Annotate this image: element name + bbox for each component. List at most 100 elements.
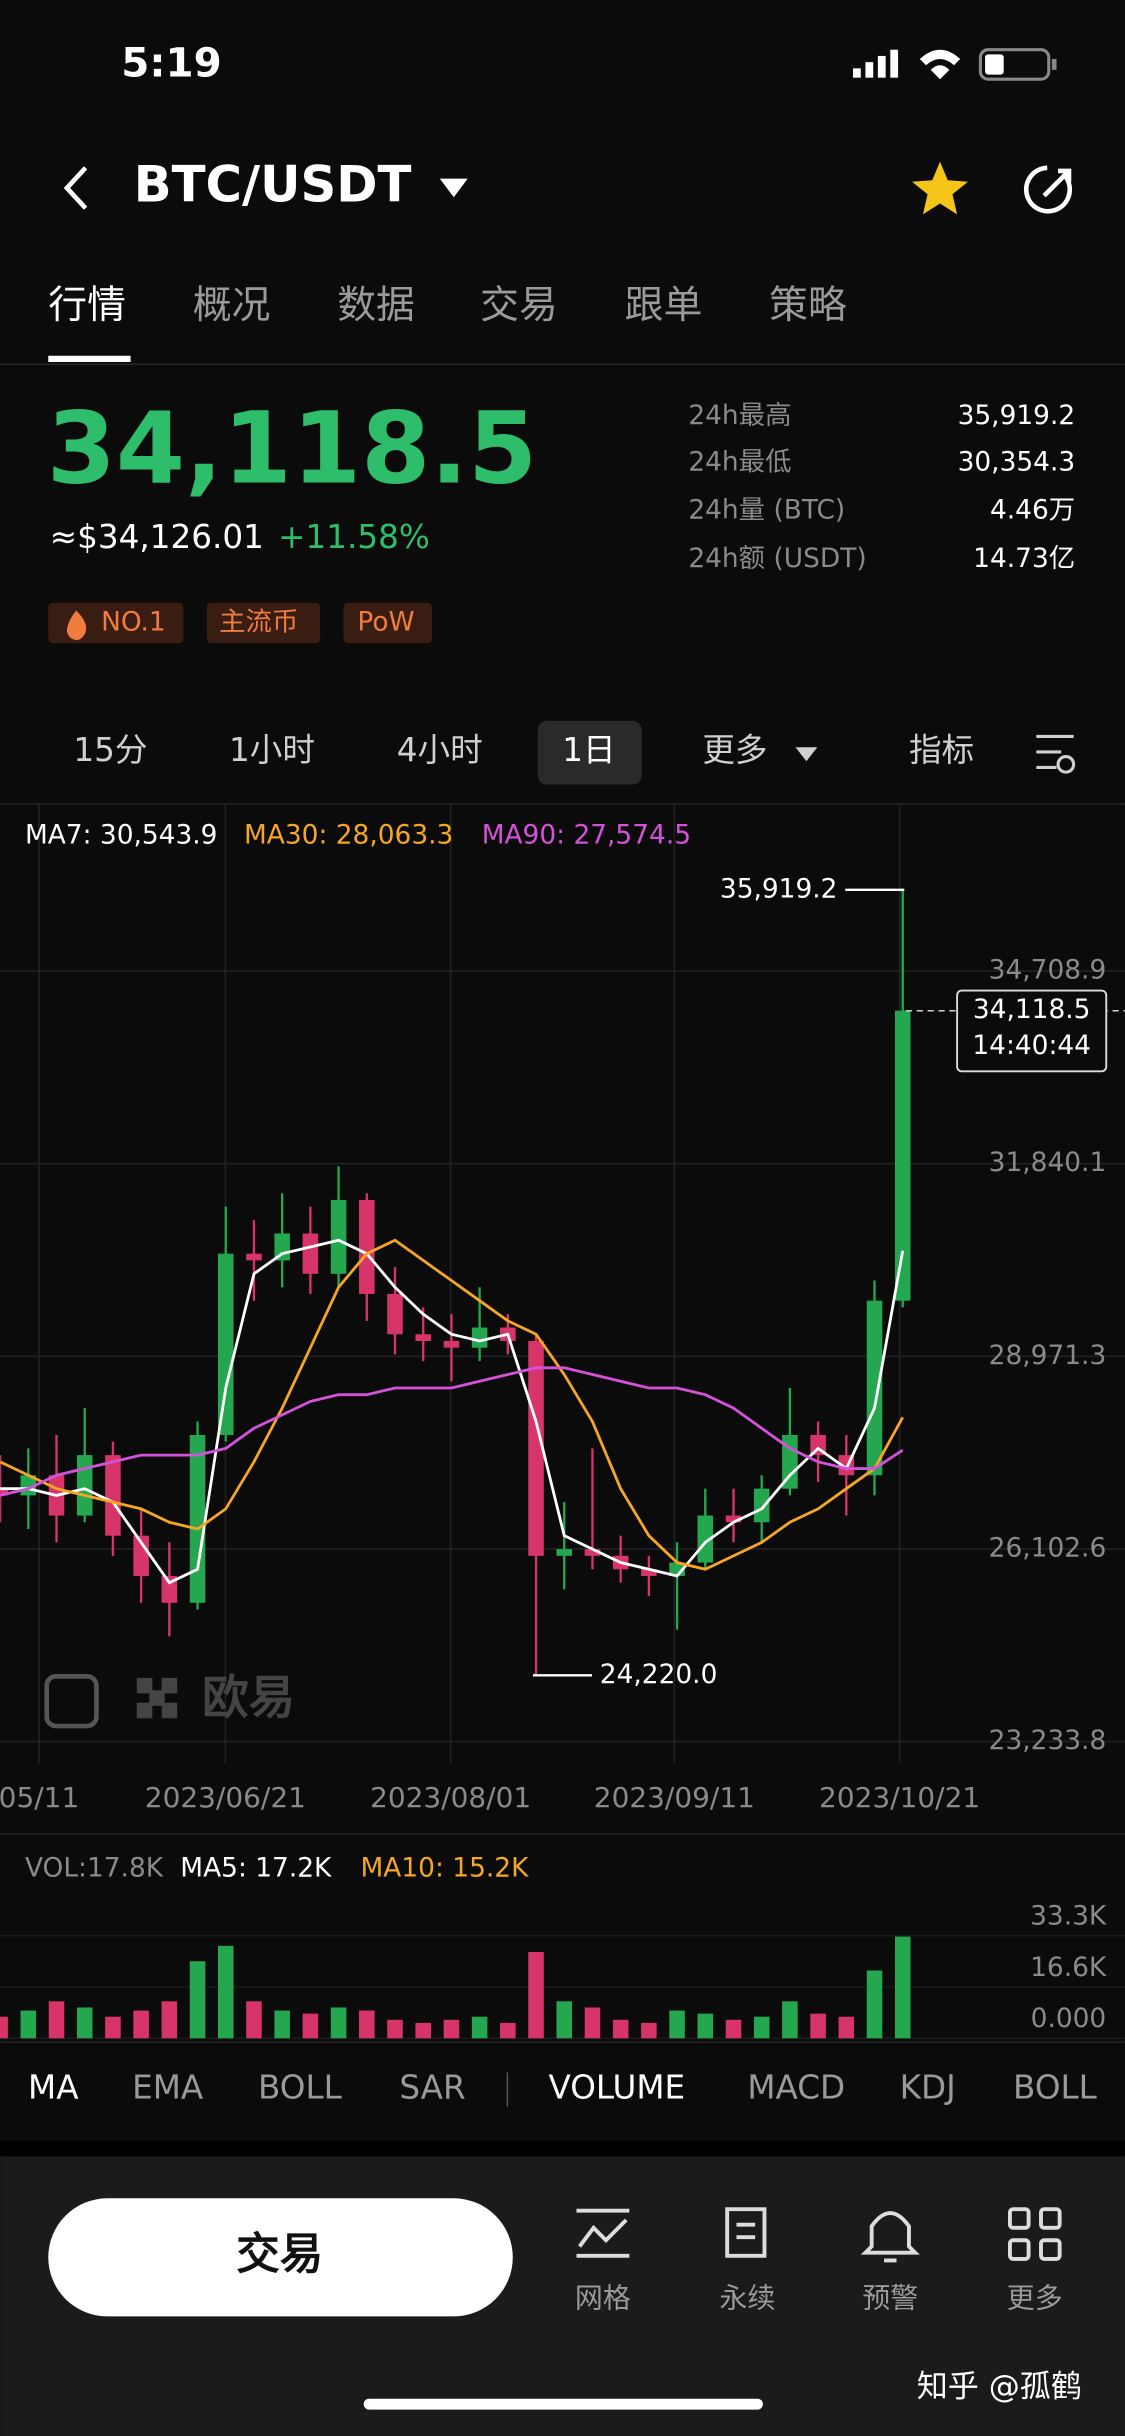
indicator[interactable]: KDJ xyxy=(900,2069,956,2107)
volume-bar xyxy=(76,2007,93,2039)
candle-body xyxy=(415,1334,431,1341)
volume-bar xyxy=(500,2022,516,2039)
indicator[interactable]: MACD xyxy=(747,2069,845,2107)
last-price-box xyxy=(956,989,1108,1073)
volume-bar xyxy=(528,1951,544,2039)
volume-bar xyxy=(471,2016,488,2039)
tab[interactable]: 概况 xyxy=(193,283,271,328)
volume-bar xyxy=(697,2013,714,2039)
pair-title[interactable]: BTC/USDT xyxy=(134,155,412,213)
nav-item[interactable]: 预警 xyxy=(862,2281,918,2314)
volume-bar xyxy=(556,2001,573,2039)
candle-body xyxy=(584,1549,601,1556)
usd-price: ≈$34,126.01 xyxy=(50,518,264,556)
favorite-star[interactable] xyxy=(912,161,968,215)
volume-bar xyxy=(866,1970,883,2039)
candle-body xyxy=(302,1233,319,1274)
tab[interactable]: 行情 xyxy=(48,283,126,328)
last-price: 34,118.5 xyxy=(47,392,538,507)
interval[interactable]: 1小时 xyxy=(229,731,315,769)
volume-legend: MA5: 17.2K xyxy=(180,1852,332,1883)
interval[interactable]: 15分 xyxy=(73,731,147,769)
x-tick-label: 2023/10/21 xyxy=(819,1781,980,1814)
candle-body xyxy=(697,1515,714,1563)
candle-body xyxy=(471,1327,488,1348)
volume-chart: VOL:17.8K MA5: 17.2K MA10: 15.2K 0.000 16.6K… xyxy=(0,1852,1125,2040)
change: +11.58% xyxy=(278,518,430,556)
volume-bar xyxy=(641,2022,657,2039)
volume-bar xyxy=(725,2019,742,2039)
interval[interactable]: 4小时 xyxy=(397,731,483,769)
nav-item[interactable]: 永续 xyxy=(719,2281,775,2314)
nav-item[interactable]: 更多 xyxy=(1007,2281,1063,2314)
y-tick-label: 26,102.6 xyxy=(989,1532,1107,1563)
indicator[interactable]: MA xyxy=(28,2069,79,2107)
candle-body xyxy=(753,1488,770,1523)
interval[interactable]: 指标 xyxy=(909,731,974,769)
y-tick-label: 23,233.8 xyxy=(989,1725,1107,1756)
logo-square xyxy=(149,1690,165,1706)
volume-bar xyxy=(161,2001,178,2039)
volume-bar xyxy=(105,2016,121,2039)
share-button[interactable] xyxy=(1023,165,1073,214)
candle-body xyxy=(866,1300,883,1476)
stat-label: 24h最低 xyxy=(688,446,791,477)
interval[interactable]: 1日 xyxy=(562,731,615,769)
annotation-label: 35,919.2 xyxy=(720,873,838,904)
y-tick-label: 28,971.3 xyxy=(989,1340,1107,1371)
x-tick-label: 05/11 xyxy=(0,1781,79,1814)
stat-value: 30,354.3 xyxy=(958,446,1076,477)
interval-selected xyxy=(537,720,642,785)
tab[interactable]: 数据 xyxy=(337,283,415,328)
annotation-label: 24,220.0 xyxy=(600,1659,718,1690)
trade-button-label[interactable]: 交易 xyxy=(236,2230,323,2280)
y-tick-label: 31,840.1 xyxy=(989,1147,1107,1178)
trade-button[interactable] xyxy=(48,2198,513,2317)
stat-value: 4.46万 xyxy=(990,495,1075,526)
candle-body xyxy=(359,1199,375,1294)
stat-label: 24h额 (USDT) xyxy=(688,543,866,574)
tab[interactable]: 跟单 xyxy=(625,283,703,328)
candle-body xyxy=(641,1569,657,1576)
logo-square xyxy=(161,1702,178,1719)
volume-tick-label: 33.3K xyxy=(1030,1901,1107,1932)
volume-bar xyxy=(0,2016,8,2039)
indicator[interactable]: BOLL xyxy=(1013,2069,1097,2107)
candle-body xyxy=(782,1434,798,1489)
status-time: 5:19 xyxy=(121,39,221,86)
volume-bar xyxy=(217,1945,234,2039)
tab[interactable]: 交易 xyxy=(480,283,558,328)
tab-indicator xyxy=(48,355,131,362)
nav-item[interactable]: 网格 xyxy=(575,2281,631,2314)
logo-square xyxy=(136,1677,153,1694)
volume-bar xyxy=(387,2019,403,2039)
ma-legend: MA7: 30,543.9 xyxy=(25,819,218,850)
logo-square xyxy=(136,1702,153,1719)
candle-body xyxy=(387,1293,403,1335)
back-button[interactable] xyxy=(63,166,88,210)
candle-body xyxy=(330,1199,347,1274)
volume-bar xyxy=(302,2013,319,2039)
indicator[interactable]: VOLUME xyxy=(549,2069,686,2107)
pair-dropdown[interactable] xyxy=(439,178,468,198)
indicator[interactable]: BOLL xyxy=(258,2069,342,2107)
volume-bar xyxy=(20,2010,37,2039)
ma-legend: MA30: 28,063.3 xyxy=(244,819,453,850)
volume-bar xyxy=(838,2016,855,2039)
flame-icon xyxy=(66,610,87,641)
nav-icons xyxy=(576,2207,1062,2263)
tab[interactable]: 策略 xyxy=(769,283,847,328)
ma-legend: MA90: 27,574.5 xyxy=(482,819,691,850)
indicator[interactable]: SAR xyxy=(399,2069,465,2107)
interval[interactable]: 更多 xyxy=(702,731,767,769)
volume-legend: MA10: 15.2K xyxy=(361,1852,530,1883)
tag-bg xyxy=(343,602,432,644)
logo-text: 欧易 xyxy=(202,1671,295,1725)
chart-settings[interactable] xyxy=(1036,734,1076,774)
indicator[interactable]: EMA xyxy=(132,2069,204,2107)
ma-line xyxy=(0,1238,904,1571)
volume-bar xyxy=(810,2013,826,2039)
candle-body xyxy=(0,1488,8,1496)
volume-bar xyxy=(443,2019,460,2039)
candle-body xyxy=(556,1549,573,1556)
